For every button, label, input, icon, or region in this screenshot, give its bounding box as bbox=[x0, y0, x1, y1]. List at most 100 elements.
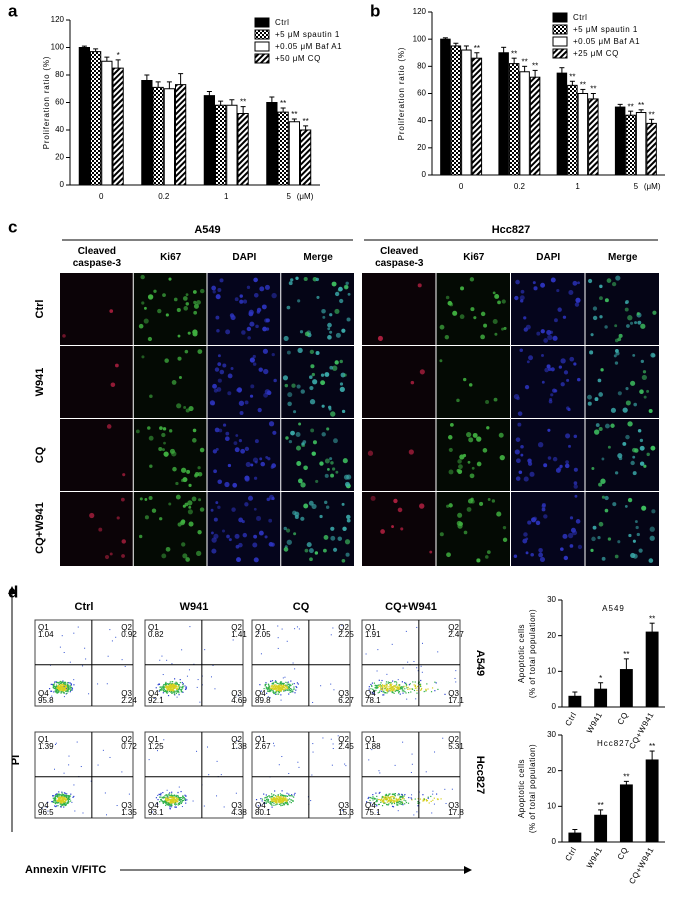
cell bbox=[570, 544, 574, 548]
cell bbox=[238, 543, 242, 547]
bar bbox=[620, 670, 632, 707]
event bbox=[161, 686, 162, 687]
event bbox=[427, 688, 428, 689]
event bbox=[278, 801, 279, 802]
event bbox=[178, 804, 179, 805]
event bbox=[376, 799, 377, 800]
cell bbox=[463, 378, 466, 381]
cell bbox=[240, 449, 245, 454]
cell bbox=[329, 313, 332, 316]
cell bbox=[296, 461, 301, 466]
cell bbox=[178, 522, 182, 526]
event bbox=[164, 795, 165, 796]
cell bbox=[529, 472, 534, 477]
cell bbox=[457, 469, 461, 473]
cell bbox=[231, 367, 234, 370]
cell bbox=[604, 325, 607, 328]
cell bbox=[263, 369, 268, 374]
bar bbox=[636, 113, 645, 175]
event bbox=[395, 793, 396, 794]
event bbox=[64, 802, 65, 803]
event bbox=[163, 674, 164, 675]
cell bbox=[213, 290, 216, 293]
cell bbox=[623, 407, 628, 412]
event bbox=[387, 799, 388, 800]
event bbox=[440, 798, 441, 799]
error-bar bbox=[572, 830, 577, 834]
event bbox=[66, 793, 67, 794]
event bbox=[395, 795, 396, 796]
legend-swatch bbox=[255, 30, 269, 39]
event bbox=[282, 683, 283, 684]
event bbox=[406, 631, 407, 632]
significance: ** bbox=[532, 62, 538, 71]
event bbox=[171, 799, 172, 800]
event bbox=[455, 681, 456, 682]
cell bbox=[239, 300, 243, 304]
event bbox=[390, 796, 391, 797]
event bbox=[392, 692, 393, 693]
event bbox=[53, 691, 54, 692]
event bbox=[166, 804, 167, 805]
cell bbox=[312, 379, 317, 384]
event bbox=[268, 684, 269, 685]
event bbox=[53, 802, 54, 803]
cell bbox=[338, 536, 342, 540]
event bbox=[431, 691, 432, 692]
event bbox=[396, 799, 397, 800]
event bbox=[414, 690, 415, 691]
cell bbox=[241, 330, 246, 335]
event bbox=[397, 686, 398, 687]
cell bbox=[533, 286, 537, 290]
event bbox=[261, 653, 262, 654]
event bbox=[402, 693, 403, 694]
event bbox=[428, 798, 429, 799]
event bbox=[186, 799, 187, 800]
cell bbox=[566, 379, 569, 382]
cell bbox=[297, 299, 300, 302]
event bbox=[106, 814, 107, 815]
event bbox=[432, 800, 433, 801]
cell bbox=[538, 548, 543, 553]
cell bbox=[342, 559, 346, 563]
cell bbox=[612, 502, 616, 506]
cell bbox=[608, 537, 611, 540]
cell bbox=[630, 381, 635, 386]
y-tick-label: 60 bbox=[417, 89, 426, 98]
event bbox=[430, 796, 431, 797]
cell bbox=[248, 496, 253, 501]
event bbox=[416, 811, 417, 812]
quadrant-value: 15.3 bbox=[338, 808, 354, 817]
event bbox=[291, 802, 292, 803]
event bbox=[434, 798, 435, 799]
legend-swatch bbox=[553, 25, 567, 34]
significance: ** bbox=[580, 81, 586, 90]
cell bbox=[187, 500, 192, 505]
bar bbox=[568, 85, 577, 175]
cell bbox=[599, 285, 602, 288]
event bbox=[57, 805, 58, 806]
cell bbox=[340, 382, 343, 385]
event bbox=[60, 647, 61, 648]
event bbox=[291, 794, 292, 795]
event bbox=[416, 693, 417, 694]
event bbox=[73, 684, 74, 685]
event bbox=[413, 661, 414, 662]
event bbox=[62, 688, 63, 689]
cell bbox=[543, 463, 547, 467]
event bbox=[169, 806, 170, 807]
cell bbox=[617, 540, 620, 543]
event bbox=[283, 800, 284, 801]
cell bbox=[244, 475, 249, 480]
cell bbox=[449, 470, 454, 475]
cell bbox=[211, 286, 216, 291]
cell bbox=[650, 536, 655, 541]
cell bbox=[181, 519, 185, 523]
bar bbox=[589, 99, 598, 175]
event bbox=[176, 798, 177, 799]
micrograph bbox=[134, 346, 207, 418]
cell bbox=[220, 370, 225, 375]
legend-label: Ctrl bbox=[275, 18, 289, 27]
cell bbox=[595, 397, 599, 401]
